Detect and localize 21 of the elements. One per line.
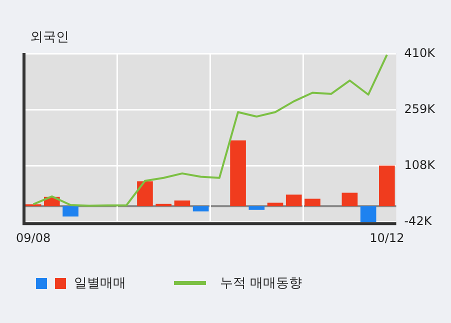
bar [286,194,302,206]
x-tick-label: 10/12 [370,230,404,245]
y-tick-label: 410K [404,46,436,60]
bar [248,206,265,210]
y-tick-label: 108K [404,158,436,172]
bar [379,166,395,206]
bar [156,204,172,206]
legend-label: 일별매매 [74,275,126,292]
bar [174,200,190,206]
bar [62,206,78,217]
bar [137,181,153,206]
chart-title: 외국인 [30,29,69,46]
bar [342,192,358,206]
y-tick-label: 259K [404,102,436,116]
bar [360,206,376,222]
y-tick-label: -42K [404,214,433,228]
x-tick-label: 09/08 [16,230,51,245]
legend-label: 누적 매매동향 [220,275,302,292]
bar [230,140,246,206]
bar [192,206,209,212]
bar [304,198,320,206]
